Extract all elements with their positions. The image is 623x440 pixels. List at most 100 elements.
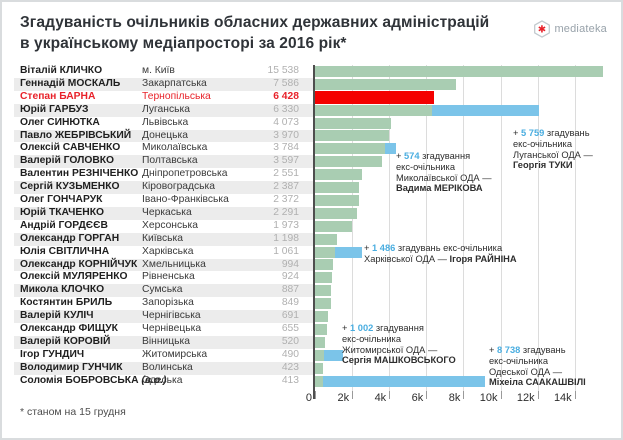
- gridline: [500, 65, 502, 391]
- governor-name: Сергій КУЗЬМЕНКО: [20, 181, 120, 193]
- axis-tick: [537, 391, 539, 399]
- mention-bar: [315, 233, 338, 245]
- region-name: Львівська: [142, 116, 189, 128]
- region-name: Одеська: [142, 374, 183, 386]
- page-title: Згадуваність очільників обласних державн…: [20, 12, 489, 54]
- mention-count: 849: [281, 297, 299, 309]
- mention-count: 4 073: [273, 116, 299, 128]
- region-name: м. Київ: [142, 65, 175, 76]
- mention-bar: [315, 117, 391, 129]
- mention-count: 1 198: [273, 232, 299, 244]
- extra-mentions-bar: [322, 375, 485, 387]
- axis-tick: [389, 391, 391, 399]
- annotation-line: + 574 згадування: [396, 151, 492, 162]
- annotation-text: +: [396, 151, 405, 161]
- mention-bar: [315, 78, 456, 90]
- annotation-text: +: [342, 323, 351, 333]
- mention-count: 2 551: [273, 168, 299, 180]
- footnote: * станом на 15 грудня: [20, 406, 126, 418]
- mention-count: 2 387: [273, 181, 299, 193]
- mention-count: 3 784: [273, 142, 299, 154]
- axis-tick: [500, 391, 502, 399]
- annotation-text: +: [489, 345, 498, 355]
- mention-count: 994: [281, 258, 299, 270]
- row-stripe: [14, 361, 313, 375]
- ex-governor-name: Вадима МЕРІКОВА: [396, 183, 483, 194]
- governor-name: Павло ЖЕБРІВСЬКИЙ: [20, 129, 132, 141]
- region-name: Чернігівська: [142, 310, 201, 322]
- governor-name: Валерій КУЛІЧ: [20, 310, 94, 322]
- axis-tick: [315, 391, 316, 399]
- axis-tick-label: 14k: [553, 392, 572, 404]
- region-name: Сумська: [142, 284, 183, 296]
- region-name: Запорізька: [142, 297, 194, 309]
- region-name: Хмельницька: [142, 258, 206, 270]
- gridline: [389, 65, 391, 391]
- row-stripe: [14, 77, 313, 91]
- annotation-text: згадувань: [520, 345, 566, 355]
- annotation-line: Одеської ОДА —: [489, 367, 586, 378]
- page-title-line2: в українському медіапросторі за 2016 рік…: [20, 35, 347, 52]
- ex-governor-name: Міхеіла СААКАШВІЛІ: [489, 377, 586, 388]
- axis-tick: [426, 391, 428, 399]
- annotation-text: екс-очільника: [489, 355, 548, 366]
- governor-name: Олександр КОРНІЙЧУК: [20, 258, 138, 270]
- annotation-text: +: [513, 128, 522, 138]
- region-name: Закарпатська: [142, 77, 207, 89]
- mention-bar: [315, 298, 331, 310]
- annotation: + 8 738 згадувань екс-очільника Одеської О…: [489, 345, 586, 388]
- mention-count: 520: [281, 335, 299, 347]
- row-stripe: [14, 103, 313, 117]
- region-name: Полтавська: [142, 155, 198, 167]
- annotation-text: Миколаївської ОДА —: [396, 172, 492, 183]
- governor-name: Соломія БОБРОВСЬКА (в.о.): [20, 374, 167, 386]
- extra-mentions-bar: [324, 349, 343, 361]
- mention-count: 1 061: [273, 245, 299, 257]
- region-name: Херсонська: [142, 219, 198, 231]
- governor-name: Юрій ГАРБУЗ: [20, 103, 89, 115]
- annotation-text: згадування: [419, 151, 471, 161]
- annotation-line: Міхеіла СААКАШВІЛІ: [489, 377, 586, 388]
- row-stripe: [14, 206, 313, 220]
- annotation-line: Георгія ТУКИ: [513, 160, 593, 171]
- annotation-line: + 8 738 згадувань: [489, 345, 586, 356]
- annotation-line: + 1 486 згадувань екс-очільника: [364, 243, 517, 254]
- gridline: [574, 65, 576, 391]
- governor-name: Олександр ФИЩУК: [20, 323, 118, 334]
- governor-name: Юрій ТКАЧЕНКО: [20, 206, 105, 218]
- mention-bar: [315, 182, 360, 194]
- annotation: + 574 згадування екс-очільника Миколаївськ…: [396, 151, 492, 194]
- row-stripe: [14, 335, 313, 349]
- annotation-text: згадування: [373, 323, 424, 333]
- gridline: [426, 65, 428, 391]
- governor-name: Валерій КОРОВІЙ: [20, 335, 111, 347]
- axis-tick-label: 2k: [337, 392, 350, 404]
- annotation-line: Сергія МАШКОВСЬКОГО: [342, 355, 456, 366]
- annotation-line: екс-очільника: [396, 162, 492, 173]
- mention-bar: [315, 65, 604, 77]
- mention-count: 423: [281, 361, 299, 373]
- mention-bar: [315, 246, 335, 258]
- region-name: Житомирська: [142, 348, 208, 360]
- axis-tick: [463, 391, 465, 399]
- mention-count: 3 597: [273, 155, 299, 167]
- annotation-line: + 1 002 згадування: [342, 323, 456, 334]
- annotation-line: Житомирської ОДА —: [342, 345, 456, 356]
- annotation-text: екс-очільника: [513, 138, 572, 149]
- governor-name: Валентин РЕЗНІЧЕНКО: [20, 168, 139, 180]
- governor-name: Степан БАРНА: [20, 90, 96, 102]
- axis-tick-label: 0: [305, 392, 312, 404]
- governor-name: Олексій САВЧЕНКО: [20, 142, 121, 154]
- annotation-extra-value: 1 486: [372, 243, 396, 253]
- row-stripe: [14, 232, 313, 246]
- mention-bar: [315, 272, 333, 284]
- mention-count: 924: [281, 271, 299, 283]
- mention-bar: [315, 156, 382, 168]
- region-name: Івано-Франківська: [142, 194, 229, 205]
- governor-name: Андрій ГОРДЄЄВ: [20, 219, 108, 231]
- mention-bar: [315, 130, 389, 142]
- governor-name: Олег СИНЮТКА: [20, 116, 100, 128]
- governor-name: Юлія СВІТЛИЧНА: [20, 245, 110, 257]
- mention-count: 1 973: [273, 219, 299, 231]
